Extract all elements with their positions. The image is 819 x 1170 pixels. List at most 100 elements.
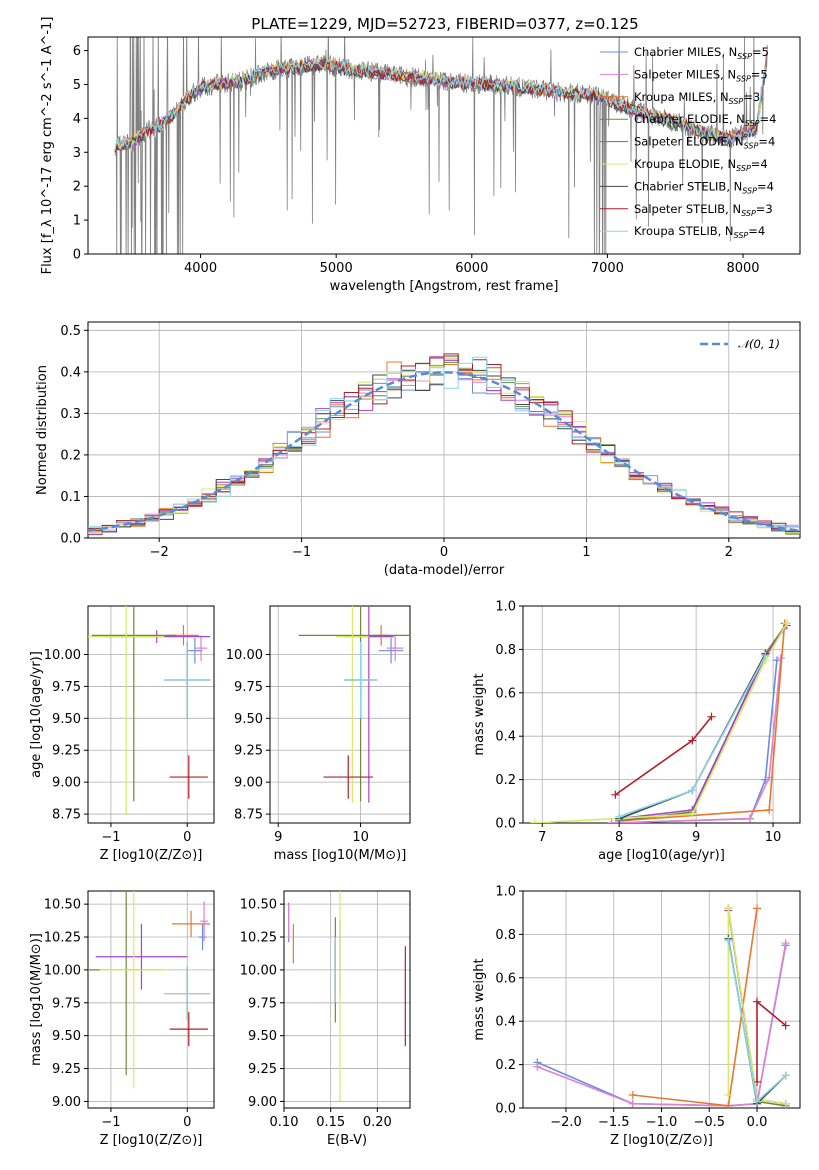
x-tick-label: 0.0 [747, 1115, 768, 1130]
y-tick-label: 1 [73, 214, 81, 229]
x-axis-label: Z [log10(Z/Z⊙)] [610, 1133, 713, 1148]
y-tick-label: 8.75 [234, 808, 263, 823]
x-tick-label: 0.10 [270, 1115, 299, 1130]
legend-label: Salpeter STELIB, NSSP=3 [634, 202, 773, 218]
plus-marker [753, 904, 762, 913]
y-tick-label: 3 [73, 146, 81, 161]
y-axis-label: mass [log10(M/M⊙)] [29, 933, 44, 1066]
mass-weight-line [611, 658, 782, 823]
y-tick-label: 9.75 [234, 680, 263, 695]
x-tick-label: 0.20 [363, 1115, 392, 1130]
x-tick-label: 10 [765, 830, 782, 845]
mass-vs-Z-panel: −1 0 9.00 9.25 9.50 9.75 10.00 10.25 10.50 Z [log… [29, 890, 215, 1148]
axes-frame [522, 605, 801, 824]
y-tick-label: 0.8 [495, 928, 516, 943]
plus-marker [724, 936, 733, 945]
y-tick-label: 0.4 [60, 365, 81, 380]
plus-marker [688, 810, 697, 819]
plus-marker [753, 1077, 762, 1086]
plus-marker [628, 1090, 637, 1099]
mass-weight-line [534, 622, 788, 823]
mass-vs-ebv-panel: 0.10 0.15 0.20 9.00 9.25 9.50 9.75 10.00 10.25 10… [240, 890, 411, 1148]
plus-marker [724, 1101, 733, 1108]
series [533, 904, 790, 1108]
y-tick-label: 0.4 [495, 730, 516, 745]
plus-marker [781, 1021, 790, 1030]
y-tick-label: 0.0 [495, 1102, 516, 1117]
y-tick-label: 0.2 [60, 448, 81, 463]
plus-marker [753, 1097, 762, 1106]
x-tick-label: 4000 [184, 261, 217, 276]
y-tick-label: 0.3 [60, 407, 81, 422]
x-tick-label: 2 [725, 545, 733, 560]
y-axis-label: mass weight [472, 958, 487, 1040]
y-axis-label: mass weight [472, 673, 487, 755]
x-axis-label: age [log10(age/yr)] [598, 848, 725, 863]
y-axis-label: Flux [f_λ 10^-17 erg cm^-2 s^-1 A^-1] [40, 17, 55, 275]
y-tick-label: 9.25 [234, 744, 263, 759]
plus-marker [611, 790, 620, 799]
plus-marker [533, 1062, 542, 1071]
x-tick-label: −1.5 [598, 1115, 630, 1130]
x-tick-label: −1 [101, 1115, 120, 1130]
axes-frame [87, 890, 215, 1109]
series [530, 619, 791, 823]
y-tick-label: 0.6 [495, 686, 516, 701]
x-tick-label: 9 [274, 830, 282, 845]
mass-weight-line [756, 999, 787, 1082]
y-tick-label: 9.75 [52, 996, 81, 1011]
y-tick-label: 0.0 [495, 817, 516, 832]
x-tick-label: 7000 [591, 261, 624, 276]
y-axis-label: age [log10(age/yr)] [29, 651, 44, 778]
y-tick-label: 5 [73, 78, 81, 93]
plus-marker [781, 939, 790, 948]
x-tick-label: −1.0 [646, 1115, 678, 1130]
y-tick-label: 9.50 [52, 1029, 81, 1044]
age-vs-Z-panel: −1 0 8.75 9.00 9.25 9.50 9.75 10.00 Z [log10(Z/Z… [29, 605, 215, 863]
y-tick-label: 9.25 [52, 744, 81, 759]
plus-marker [724, 904, 733, 913]
y-tick-label: 9.25 [52, 1062, 81, 1077]
x-tick-label: 0.15 [316, 1115, 345, 1130]
histograms [88, 353, 800, 536]
y-axis-label: Normed distribution [35, 365, 50, 495]
y-tick-label: 0.1 [60, 490, 81, 505]
mass-weight-line [727, 908, 786, 1105]
x-tick-label: 9 [692, 830, 700, 845]
legend-label: Chabrier MILES, NSSP=5 [634, 45, 769, 61]
x-tick-label: −1 [101, 830, 120, 845]
legend-label: 𝒩(0, 1) [738, 337, 780, 351]
figure-title: PLATE=1229, MJD=52723, FIBERID=0377, z=0… [251, 15, 638, 33]
plus-marker [688, 736, 697, 745]
x-tick-label: 0 [440, 545, 448, 560]
age-vs-mass-panel: 9 10 8.75 9.00 9.25 9.50 9.75 10.00 mass [log10(… [226, 605, 411, 863]
y-tick-label: 9.75 [248, 996, 277, 1011]
x-tick-label: 0 [183, 830, 191, 845]
y-tick-label: 0.4 [495, 1015, 516, 1030]
axes-frame [283, 890, 411, 1109]
y-tick-label: 10.25 [240, 931, 277, 946]
y-tick-label: 0.5 [60, 324, 81, 339]
y-tick-label: 9.00 [52, 1095, 81, 1110]
y-tick-label: 10.50 [44, 898, 81, 913]
plus-marker [745, 814, 754, 823]
normal-curve [88, 371, 800, 532]
x-tick-label: −1 [292, 545, 311, 560]
plus-marker [782, 619, 791, 628]
x-tick-label: −2 [150, 545, 169, 560]
plus-marker [781, 1071, 790, 1080]
x-tick-label: 6000 [455, 261, 488, 276]
errorbars [288, 891, 406, 1102]
plus-marker [753, 997, 762, 1006]
x-axis-label: Z [log10(Z/Z⊙)] [100, 1133, 203, 1148]
y-tick-label: 1.0 [495, 600, 516, 615]
spectrum-panel: 4000 5000 6000 7000 8000 0 1 2 3 4 5 6 wavelength [A… [40, 17, 801, 294]
massweight-vs-Z-panel: −2.0 −1.5 −1.0 −0.5 0.0 0.0 0.2 0.4 0.6 0.8 1.0 Z [… [472, 885, 801, 1148]
axes-frame [87, 36, 801, 255]
residual-histogram [88, 356, 800, 531]
axes-frame [87, 321, 801, 539]
x-tick-label: 5000 [320, 261, 353, 276]
y-tick-label: 8.75 [52, 808, 81, 823]
x-axis-label: wavelength [Angstrom, rest frame] [330, 279, 559, 294]
